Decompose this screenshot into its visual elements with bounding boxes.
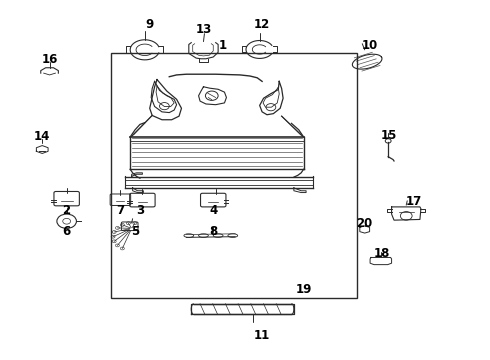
Text: 13: 13 <box>196 23 212 36</box>
Text: 6: 6 <box>63 225 71 238</box>
Text: 20: 20 <box>357 216 373 230</box>
Text: 15: 15 <box>381 129 397 142</box>
Text: 9: 9 <box>146 18 154 31</box>
Text: 19: 19 <box>295 283 312 296</box>
Text: 8: 8 <box>209 225 218 238</box>
Text: 5: 5 <box>131 225 139 238</box>
Text: 17: 17 <box>405 195 422 208</box>
Text: 7: 7 <box>116 204 124 217</box>
Text: 16: 16 <box>41 53 58 66</box>
Text: 11: 11 <box>254 329 270 342</box>
Text: 1: 1 <box>219 39 227 52</box>
Text: 4: 4 <box>209 204 218 217</box>
Text: 10: 10 <box>362 39 378 52</box>
Text: 14: 14 <box>34 130 50 144</box>
Bar <box>111 53 357 298</box>
Text: 18: 18 <box>373 247 390 260</box>
Text: 3: 3 <box>136 204 144 217</box>
Text: 2: 2 <box>63 204 71 217</box>
Text: 12: 12 <box>254 18 270 31</box>
